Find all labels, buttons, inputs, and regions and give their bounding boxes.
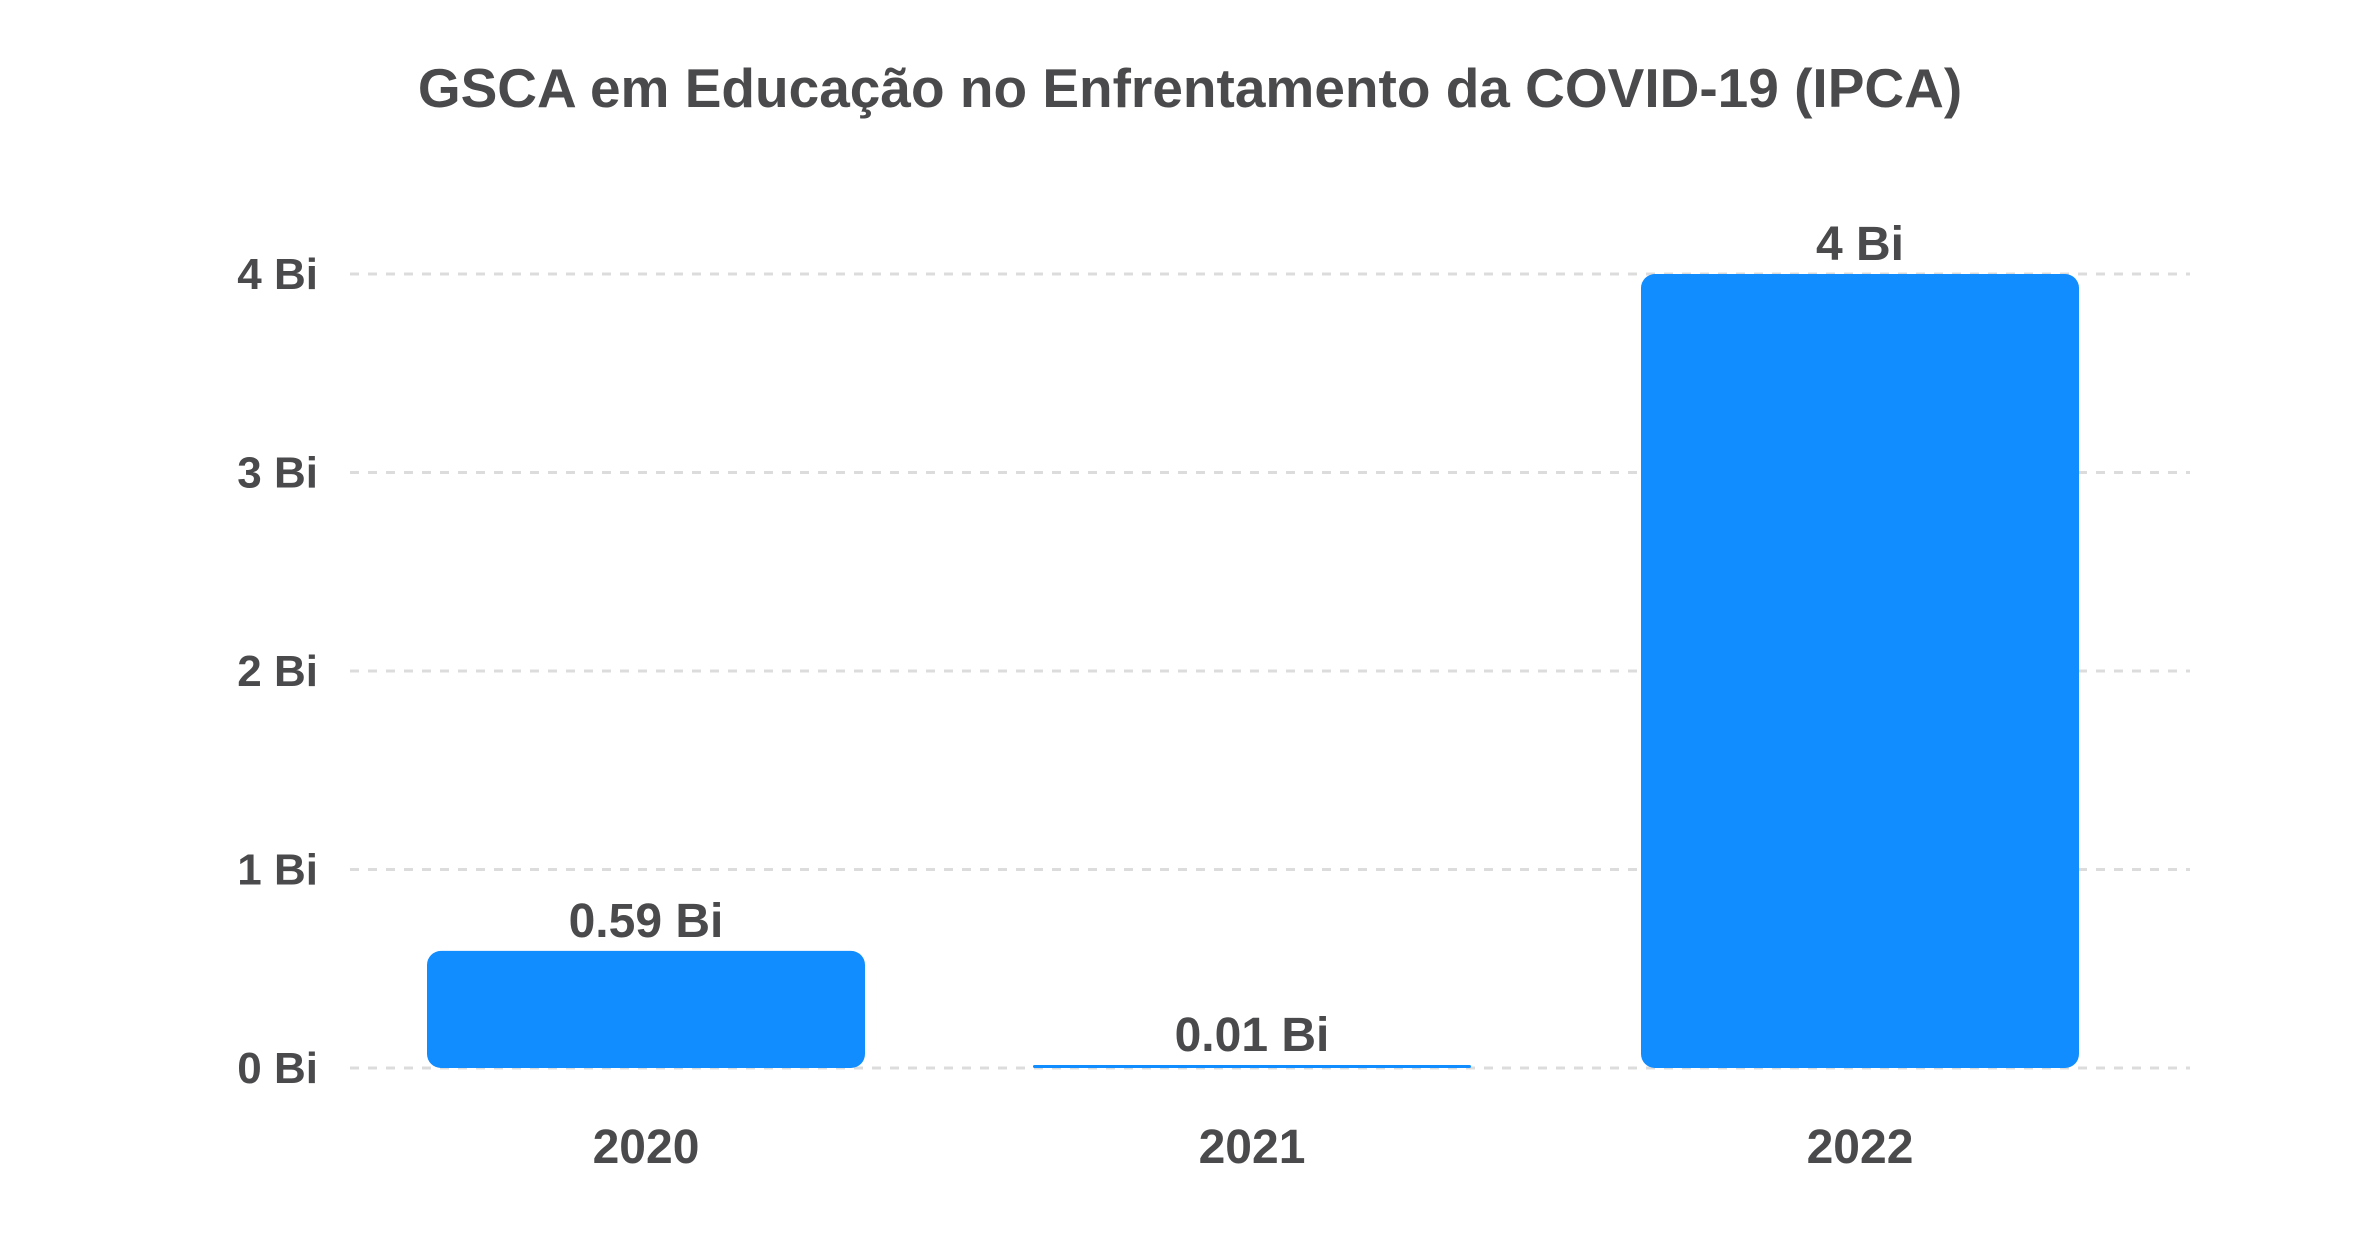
chart-title: GSCA em Educação no Enfrentamento da COV… — [418, 57, 1962, 119]
data-labels: 0.59 Bi 0.01 Bi 4 Bi — [569, 218, 1904, 1062]
x-category-label-2021: 2021 — [1199, 1121, 1306, 1174]
data-label-2020: 0.59 Bi — [569, 895, 724, 948]
bar-2022 — [1641, 274, 2079, 1068]
bars — [427, 274, 2079, 1068]
data-label-2022: 4 Bi — [1816, 218, 1904, 271]
bar-2020 — [427, 950, 865, 1068]
y-tick-label-2: 2 Bi — [237, 647, 318, 696]
y-tick-label-4: 4 Bi — [237, 250, 318, 299]
x-axis-category-labels: 2020 2021 2022 — [593, 1121, 1914, 1174]
y-tick-label-3: 3 Bi — [237, 449, 318, 498]
data-label-2021: 0.01 Bi — [1175, 1009, 1330, 1062]
x-category-label-2022: 2022 — [1807, 1121, 1914, 1174]
x-category-label-2020: 2020 — [593, 1121, 700, 1174]
y-axis-tick-labels: 0 Bi 1 Bi 2 Bi 3 Bi 4 Bi — [237, 250, 318, 1093]
bar-2021 — [1033, 1065, 1471, 1068]
y-tick-label-0: 0 Bi — [237, 1044, 318, 1093]
y-tick-label-1: 1 Bi — [237, 846, 318, 895]
